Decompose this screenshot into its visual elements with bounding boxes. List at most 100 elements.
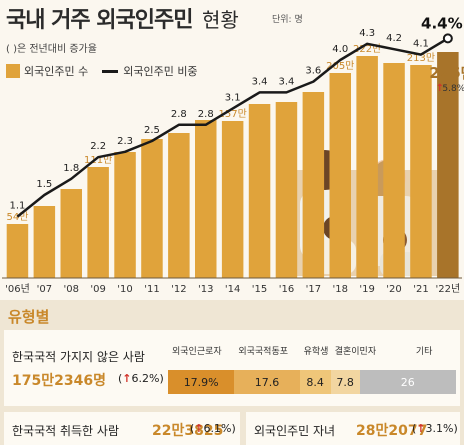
segment-name-1: 외국국적동포 [238, 347, 289, 357]
segment-name-2: 유학생 [303, 347, 329, 357]
share-line [16, 37, 449, 218]
bar-label-0: 54만 [6, 211, 28, 223]
children-card: 외국인주민 자녀 28만2077 (↑3.1%) [246, 412, 460, 445]
bar-9 [248, 104, 271, 278]
line-label-8: 3.1 [225, 93, 241, 104]
x-tick-6: '12 [171, 284, 186, 295]
bar-8 [221, 121, 244, 278]
x-tick-16: '22년 [436, 283, 461, 295]
unit-label: 단위: 명 [272, 15, 303, 25]
x-tick-2: '08 [64, 284, 79, 295]
x-tick-5: '11 [144, 284, 159, 295]
legend-bar-swatch [6, 64, 20, 78]
bar-4 [114, 152, 136, 278]
line-label-5: 2.5 [144, 125, 160, 136]
x-tick-12: '18 [333, 284, 348, 295]
x-tick-labels: '06년 '07 '08 '09 '10 '11 '12 '13 '14 '15 '16 '17 '18… [5, 283, 460, 295]
page-title: 국내 거주 외국인주민 [6, 8, 193, 33]
line-label-15: 4.1 [413, 39, 429, 50]
x-tick-7: '13 [198, 284, 213, 295]
arrow-up-icon: ↑ [436, 83, 444, 94]
bar-10 [275, 102, 298, 278]
line-label-12: 4.0 [332, 44, 348, 55]
types-section-title: 유형별 [8, 308, 50, 326]
legend-line-label: 외국인주민 비중 [123, 65, 198, 78]
bar-label-15: 213만 [407, 52, 435, 64]
segment-1: 17.6 [234, 370, 300, 394]
naturalized-label: 한국국적 취득한 사람 [12, 424, 119, 438]
legend-line-swatch [102, 69, 119, 73]
bar-6 [168, 133, 190, 278]
x-tick-11: '17 [306, 284, 321, 295]
children-label: 외국인주민 자녀 [254, 424, 336, 438]
segment-name-0: 외국인근로자 [172, 347, 222, 357]
line-label-10: 3.4 [278, 76, 294, 87]
growth-badge-value: 5.8% [442, 84, 464, 94]
line-label-2: 1.8 [63, 163, 79, 174]
x-tick-13: '19 [359, 284, 374, 295]
bar-3 [87, 167, 109, 278]
x-tick-15: '21 [413, 284, 428, 295]
line-label-9: 3.4 [252, 76, 268, 87]
children-count: 28만2077 [356, 423, 428, 439]
segment-2: 8.4 [299, 370, 331, 394]
line-label-4: 2.3 [117, 136, 133, 147]
growth-note: ( )은 전년대비 증가율 [6, 44, 97, 55]
bar-5 [141, 139, 163, 278]
bar-7 [195, 120, 217, 278]
bar-15 [410, 65, 432, 278]
non-citizen-count: 175만2346명 [12, 373, 106, 389]
line-label-11: 3.6 [305, 66, 321, 77]
line-label-6: 2.8 [171, 109, 187, 120]
line-label-1: 1.5 [36, 179, 52, 190]
x-tick-4: '10 [117, 284, 132, 295]
line-value-labels: 1.1 1.5 1.8 2.2 2.3 2.5 2.8 2.8 3.1 3.4 3.4 3.6 4.0 4… [9, 14, 462, 211]
x-tick-10: '16 [279, 284, 294, 295]
bar-2 [60, 189, 82, 278]
bar-label-12: 205만 [326, 60, 354, 72]
growth-badge-2022: ↑5.8% [436, 83, 464, 94]
segment-bar: 17.9% 17.6 8.4 7.8 26 [168, 370, 456, 394]
line-label-14: 4.2 [386, 33, 402, 44]
segment-4: 26 [359, 370, 456, 394]
line-label-16: 4.4% [421, 14, 463, 32]
x-tick-1: '07 [37, 284, 52, 295]
share-point-last [442, 33, 453, 44]
line-series [16, 33, 453, 218]
non-citizen-growth: (↑6.2%) [118, 372, 164, 385]
segment-3: 7.8 [330, 370, 360, 394]
x-tick-8: '14 [225, 284, 240, 295]
bar-label-8: 157만 [219, 108, 247, 120]
bar-1 [33, 206, 56, 278]
line-label-7: 2.8 [198, 109, 214, 120]
x-tick-3: '09 [90, 284, 105, 295]
page-title-suffix: 현황 [202, 8, 239, 32]
naturalized-card: 한국국적 취득한 사람 22만3825 (↑6.1%) [4, 412, 240, 445]
naturalized-growth: (↑6.1%) [190, 422, 236, 435]
legend-bar-label: 외국인주민 수 [24, 65, 89, 78]
children-growth: (↑3.1%) [412, 422, 458, 435]
arrow-up-icon: ↑ [122, 372, 132, 385]
arrow-up-icon: ↑ [194, 422, 204, 435]
segment-name-3: 결혼이민자 [334, 347, 377, 357]
x-tick-14: '20 [386, 284, 401, 295]
non-citizen-card: 한국국적 가지지 않은 사람 175만2346명 (↑6.2%) 외국인근로자 외… [4, 330, 460, 406]
segment-names: 외국인근로자 외국국적동포 유학생 결혼이민자 기타 [4, 330, 460, 406]
bar-0 [6, 224, 29, 278]
line-label-13: 4.3 [359, 28, 375, 39]
line-label-3: 2.2 [90, 141, 106, 152]
bar-13 [356, 56, 378, 278]
bar-16 [437, 52, 459, 278]
bar-11 [302, 92, 325, 278]
arrow-up-icon: ↑ [416, 422, 426, 435]
bar-12 [329, 73, 351, 278]
bar-label-16: 226만 [429, 64, 464, 82]
bar-14 [383, 63, 405, 278]
line-label-0: 1.1 [9, 201, 25, 212]
combo-chart: 54만111만157만205만222만213만226만 1.11.51.82.2… [2, 14, 464, 295]
bar-series [6, 52, 459, 278]
legend: 외국인주민 수 외국인주민 비중 [6, 64, 198, 78]
segment-name-4: 기타 [415, 347, 433, 357]
non-citizen-label: 한국국적 가지지 않은 사람 [12, 350, 145, 364]
x-tick-9: '15 [252, 284, 267, 295]
